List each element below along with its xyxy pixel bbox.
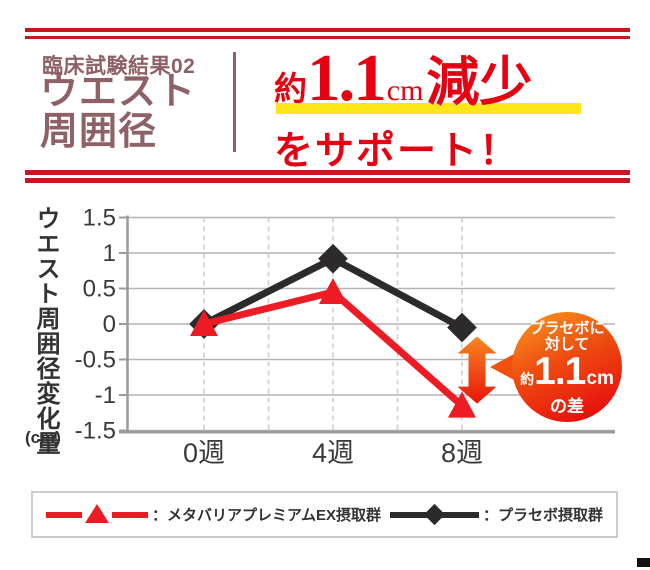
headline-value: 1.1: [307, 41, 387, 115]
y-tick-label: 1: [103, 240, 116, 267]
legend-item-placebo: ：プラセボ摂取群: [389, 503, 603, 526]
triangle-marker: [448, 391, 476, 418]
triangle-marker: [190, 310, 218, 336]
chart-legend: ：メタバリアプレミアムEX摂取群 ：プラセボ摂取群: [31, 491, 618, 538]
page-title-line2: 周囲径: [40, 111, 158, 153]
diamond-marker: [447, 312, 477, 343]
callout-value: 1.1: [534, 349, 586, 393]
legend-label-metabarrier: ：メタバリアプレミアムEX摂取群: [152, 507, 381, 524]
header-divider: [233, 52, 236, 152]
legend-item-metabarrier: ：メタバリアプレミアムEX摂取群: [46, 504, 381, 525]
y-tick-label: 0.5: [83, 276, 116, 303]
y-tick-label: 0: [103, 311, 116, 338]
y-tick-label: 1.5: [83, 205, 116, 232]
y-tick-label: -0.5: [75, 347, 116, 374]
trial-result-number-label: 臨床試験結果02: [42, 55, 196, 78]
x-tick-label: 4週: [312, 438, 354, 468]
triangle-marker: [319, 278, 347, 305]
top-double-rule: [25, 28, 630, 39]
headline: 約 1.1 cm 減少 をサポート！: [274, 40, 581, 176]
callout-line1: プラセボに: [529, 319, 605, 337]
difference-arrow: [457, 336, 497, 404]
callout-unit: cm: [586, 367, 614, 389]
headline-line1: 約 1.1 cm 減少: [274, 40, 581, 116]
callout-suffix: の差: [550, 396, 584, 416]
difference-callout-badge: プラセボに 対して 約 1.1 cm の差: [512, 312, 622, 422]
headline-prefix: 約: [274, 72, 307, 108]
diamond-marker: [318, 243, 348, 274]
y-axis-unit: (cm): [25, 428, 61, 447]
callout-value-prefix: 約: [520, 370, 535, 387]
bottom-double-rule: [25, 170, 630, 183]
callout-line2: 対して: [544, 335, 590, 353]
callout-value-row: 約 1.1 cm: [520, 349, 614, 396]
y-tick-label: -1: [95, 382, 116, 409]
corner-mark: [637, 558, 650, 567]
x-tick-label: 0週: [183, 438, 225, 468]
headline-line2: をサポート！: [274, 130, 521, 173]
red-triangle-line-marker: [46, 504, 148, 525]
black-diamond-line-marker: [389, 503, 479, 526]
y-tick-label: -1.5: [75, 418, 116, 445]
page-title-line1: ウエスト: [40, 71, 197, 113]
callout-tail: [490, 353, 516, 381]
headline-unit: cm: [386, 74, 424, 107]
x-tick-label: 8週: [441, 438, 483, 468]
yellow-underline: [276, 103, 581, 114]
headline-suffix: 減少: [426, 54, 533, 112]
page-title: ウエスト 周囲径: [40, 72, 196, 152]
y-axis-title: ウエスト周囲径変化量: [32, 206, 59, 456]
legend-label-placebo: ：プラセボ摂取群: [482, 507, 603, 524]
